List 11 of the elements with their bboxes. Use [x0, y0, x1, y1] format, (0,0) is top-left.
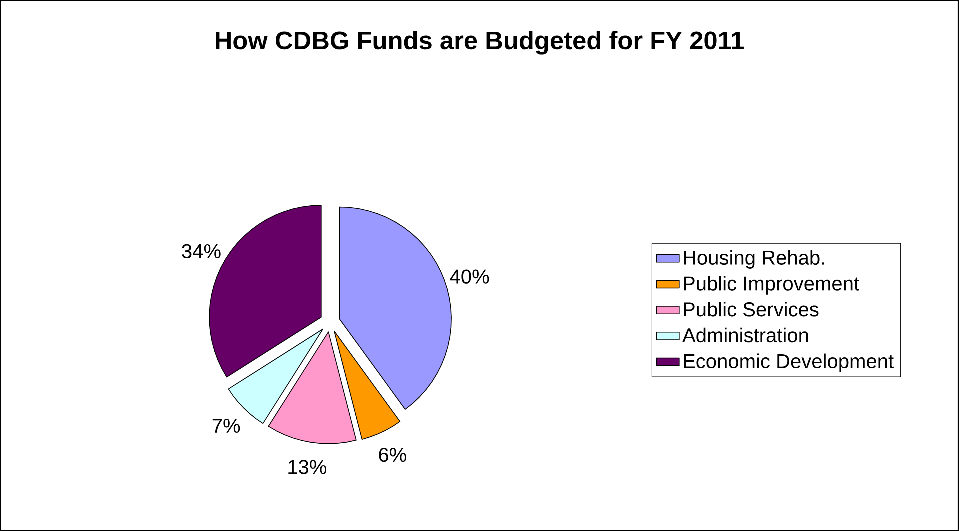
- legend-label: Public Improvement: [684, 276, 860, 295]
- data-label: 13%: [288, 460, 327, 474]
- legend-label: Economic Development: [684, 354, 894, 372]
- legend-label: Housing Rehab.: [684, 250, 824, 269]
- data-label: 40%: [450, 269, 490, 284]
- chart-title: How CDBG Funds are Budgeted for FY 2011: [216, 30, 744, 55]
- legend-label: Public Services: [684, 302, 819, 317]
- data-label: 6%: [379, 448, 406, 462]
- data-label: 34%: [182, 244, 221, 258]
- data-label: 7%: [212, 418, 240, 433]
- legend-label: Administration: [682, 328, 808, 342]
